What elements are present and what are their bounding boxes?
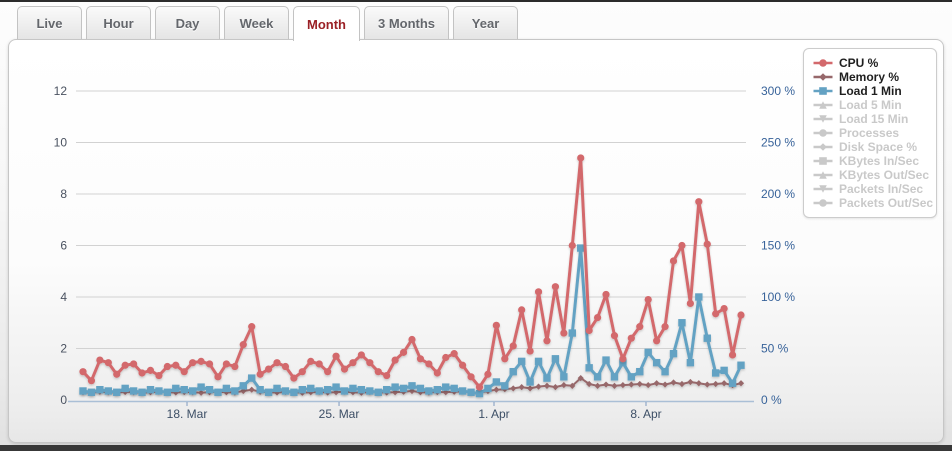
window-bottom-edge	[0, 445, 952, 451]
kbytes-out-sec-triangle-up-icon	[813, 171, 833, 179]
packets-in-sec-triangle-down-icon	[813, 185, 833, 193]
tab-live[interactable]: Live	[17, 6, 82, 39]
load-1-min-square-icon	[813, 87, 833, 95]
tab-month[interactable]: Month	[293, 6, 360, 41]
right-axis-tick-label: 100 %	[761, 290, 795, 304]
tab-label: Day	[175, 15, 200, 31]
legend-item-memory[interactable]: Memory %	[813, 70, 927, 84]
chart-svg: 0 2 4 6 8 10 12 0 % 50 % 100 % 150 % 200 % 250 % 300 …	[54, 70, 796, 421]
legend-label: Load 5 Min	[839, 98, 902, 112]
left-axis-tick-label: 8	[60, 187, 67, 201]
tab-hour[interactable]: Hour	[86, 6, 151, 39]
legend-item-processes[interactable]: Processes	[813, 126, 927, 140]
metrics-chart: 0 2 4 6 8 10 12 0 % 50 % 100 % 150 % 200 % 250 % 300 …	[9, 40, 943, 442]
tab-label: Live	[36, 15, 63, 31]
legend-item-packets-in-sec[interactable]: Packets In/Sec	[813, 182, 927, 196]
legend-item-load-5-min[interactable]: Load 5 Min	[813, 98, 927, 112]
legend-label: CPU %	[839, 56, 879, 70]
gridlines	[76, 90, 746, 349]
tab-label: Month	[307, 16, 346, 32]
tab-label: Year	[471, 15, 500, 31]
tab-week[interactable]: Week	[224, 6, 289, 39]
right-axis-tick-label: 250 %	[761, 136, 795, 150]
legend-label: KBytes Out/Sec	[839, 168, 930, 182]
tab-3-months[interactable]: 3 Months	[363, 6, 450, 39]
left-axis-tick-label: 0	[60, 393, 67, 407]
left-axis-tick-label: 6	[60, 239, 67, 253]
right-axis-tick-label: 50 %	[761, 342, 789, 356]
left-axis-tick-label: 10	[54, 136, 68, 150]
legend-label: Load 15 Min	[839, 112, 909, 126]
right-axis-tick-label: 200 %	[761, 187, 795, 201]
chart-panel: 0 2 4 6 8 10 12 0 % 50 % 100 % 150 % 200 % 250 % 300 …	[8, 39, 944, 443]
disk-space-diamond-icon	[813, 143, 833, 151]
tab-label: Week	[239, 15, 274, 31]
legend-item-disk-space[interactable]: Disk Space %	[813, 140, 927, 154]
processes-circle-icon	[813, 129, 833, 137]
legend-label: Packets Out/Sec	[839, 196, 934, 210]
load-1-min-series	[79, 244, 745, 398]
window-top-edge	[0, 0, 952, 2]
legend-item-load-15-min[interactable]: Load 15 Min	[813, 112, 927, 126]
right-axis-tick-label: 300 %	[761, 84, 795, 98]
x-axis-tick-label: 8. Apr	[630, 407, 661, 421]
legend-item-load-1-min[interactable]: Load 1 Min	[813, 84, 927, 98]
tab-label: 3 Months	[377, 15, 436, 31]
tab-year[interactable]: Year	[453, 6, 519, 39]
tab-day[interactable]: Day	[155, 6, 220, 39]
cpu-circle-icon	[813, 59, 833, 67]
left-axis-tick-label: 12	[54, 84, 68, 98]
legend-label: Packets In/Sec	[839, 182, 924, 196]
left-axis-tick-label: 2	[60, 342, 67, 356]
tab-label: Hour	[103, 15, 134, 31]
kbytes-in-sec-square-icon	[813, 157, 833, 165]
cpu-series	[79, 154, 745, 391]
x-axis-tick-label: 25. Mar	[319, 407, 360, 421]
time-range-tabbar: Live Hour Day Week Month 3 Months Year	[17, 6, 519, 42]
legend-item-kbytes-out-sec[interactable]: KBytes Out/Sec	[813, 168, 930, 182]
legend-item-cpu[interactable]: CPU %	[813, 56, 927, 70]
legend-label: Load 1 Min	[839, 84, 902, 98]
legend-label: KBytes In/Sec	[839, 154, 920, 168]
chart-plot-area[interactable]	[76, 70, 746, 400]
legend-label: Processes	[839, 126, 900, 140]
load-5-min-triangle-up-icon	[813, 101, 833, 109]
chart-legend: CPU % Memory % Load 1 Min Load 5 Min Load 15…	[803, 48, 937, 218]
load-15-min-triangle-down-icon	[813, 115, 833, 123]
left-axis-tick-label: 4	[60, 290, 67, 304]
x-axis-tick-label: 18. Mar	[167, 407, 208, 421]
right-axis-tick-label: 0 %	[761, 393, 782, 407]
legend-item-kbytes-in-sec[interactable]: KBytes In/Sec	[813, 154, 927, 168]
legend-label: Memory %	[839, 70, 900, 84]
legend-label: Disk Space %	[839, 140, 918, 154]
x-axis-tick-label: 1. Apr	[478, 407, 509, 421]
packets-out-sec-circle-icon	[813, 199, 833, 207]
legend-item-packets-out-sec[interactable]: Packets Out/Sec	[813, 196, 933, 210]
right-axis-tick-label: 150 %	[761, 239, 795, 253]
memory-diamond-icon	[813, 73, 833, 81]
